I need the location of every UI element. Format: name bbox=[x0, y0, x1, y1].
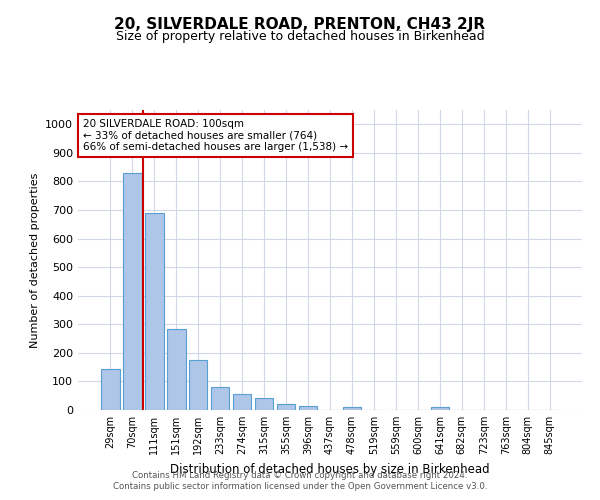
Bar bbox=[255, 398, 274, 410]
Text: 20 SILVERDALE ROAD: 100sqm
← 33% of detached houses are smaller (764)
66% of sem: 20 SILVERDALE ROAD: 100sqm ← 33% of deta… bbox=[83, 119, 348, 152]
Text: Contains public sector information licensed under the Open Government Licence v3: Contains public sector information licen… bbox=[113, 482, 487, 491]
Bar bbox=[299, 406, 317, 410]
Text: Size of property relative to detached houses in Birkenhead: Size of property relative to detached ho… bbox=[116, 30, 484, 43]
Text: Contains HM Land Registry data © Crown copyright and database right 2024.: Contains HM Land Registry data © Crown c… bbox=[132, 470, 468, 480]
Bar bbox=[123, 173, 142, 410]
Bar bbox=[167, 328, 185, 410]
Bar bbox=[343, 406, 361, 410]
Bar bbox=[233, 394, 251, 410]
X-axis label: Distribution of detached houses by size in Birkenhead: Distribution of detached houses by size … bbox=[170, 462, 490, 475]
Bar bbox=[189, 360, 208, 410]
Bar bbox=[277, 404, 295, 410]
Y-axis label: Number of detached properties: Number of detached properties bbox=[29, 172, 40, 348]
Text: 20, SILVERDALE ROAD, PRENTON, CH43 2JR: 20, SILVERDALE ROAD, PRENTON, CH43 2JR bbox=[115, 18, 485, 32]
Bar bbox=[431, 407, 449, 410]
Bar bbox=[211, 387, 229, 410]
Bar bbox=[101, 368, 119, 410]
Bar bbox=[145, 213, 164, 410]
